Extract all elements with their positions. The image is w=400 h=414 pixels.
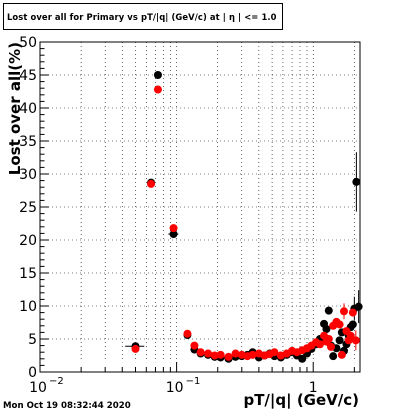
data-point-black xyxy=(322,325,331,334)
data-point-red xyxy=(324,335,333,343)
data-point-red xyxy=(231,349,240,358)
x-tick-label: 10 xyxy=(29,380,47,396)
data-point-black xyxy=(329,352,338,361)
x-axis-label: pT/|q| (GeV/c) xyxy=(243,391,359,410)
data-point-red xyxy=(204,349,213,358)
y-axis-label: Lost over all(%) xyxy=(6,42,24,175)
data-point-red xyxy=(327,342,336,351)
data-point-red xyxy=(335,320,344,329)
data-point-black xyxy=(352,177,361,186)
data-point-red xyxy=(270,348,279,357)
data-point-red xyxy=(210,351,219,360)
data-point-red xyxy=(337,350,346,359)
data-point-red xyxy=(153,85,162,94)
chart-title-box: Lost over all for Primary vs pT/|q| (GeV… xyxy=(3,3,283,30)
y-tick-label: 35 xyxy=(19,134,37,150)
y-tick-label: 0 xyxy=(28,365,37,381)
timestamp: Mon Oct 19 08:32:44 2020 xyxy=(3,401,131,411)
y-tick-label: 40 xyxy=(19,101,37,117)
y-tick-label: 25 xyxy=(19,200,37,216)
y-tick-label: 50 xyxy=(19,35,37,51)
data-point-red xyxy=(196,348,205,357)
y-tick-label: 30 xyxy=(19,167,37,183)
data-points xyxy=(125,71,363,363)
data-point-red xyxy=(315,340,324,349)
data-point-red xyxy=(183,329,192,338)
x-tick-label-exponent: −2 xyxy=(49,376,64,387)
data-point-black xyxy=(298,354,307,363)
y-tick-label: 10 xyxy=(19,299,37,315)
data-point-red xyxy=(248,350,257,359)
data-point-red xyxy=(348,308,357,317)
y-tick-label: 45 xyxy=(19,68,37,84)
data-point-black xyxy=(354,302,363,311)
data-point-red xyxy=(169,224,178,233)
y-tick-label: 15 xyxy=(19,266,37,282)
x-tick-label-exponent: −1 xyxy=(186,376,201,387)
axes xyxy=(39,41,361,373)
y-tick-label: 5 xyxy=(28,332,37,348)
data-point-red xyxy=(216,350,225,359)
data-point-red xyxy=(224,352,233,361)
data-point-red xyxy=(131,344,140,353)
x-tick-label: 10 xyxy=(166,380,184,396)
data-point-black xyxy=(169,230,178,239)
x-tick-label: 1 xyxy=(309,380,318,396)
chart-title: Lost over all for Primary vs pT/|q| (GeV… xyxy=(7,11,277,22)
data-point-red xyxy=(190,341,199,350)
data-point-red xyxy=(340,307,349,316)
data-point-black xyxy=(153,71,162,79)
data-point-red xyxy=(346,331,355,340)
data-point-black xyxy=(348,320,357,329)
data-point-black xyxy=(324,306,333,315)
grid-lines xyxy=(39,42,360,363)
data-point-black xyxy=(335,336,344,345)
data-point-red xyxy=(147,179,156,188)
data-point-red xyxy=(351,336,360,345)
y-tick-label: 20 xyxy=(19,233,37,249)
